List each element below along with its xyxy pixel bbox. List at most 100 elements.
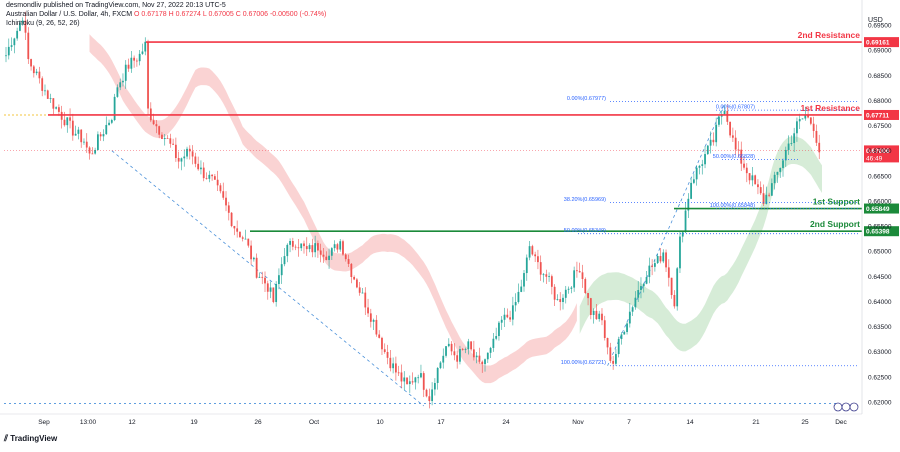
candle-body [166,138,169,139]
candle-body [177,158,180,162]
candle-body [208,174,211,179]
y-tick-label: 0.62000 [868,399,892,406]
candle-body [667,267,670,278]
candle-body [531,246,534,255]
candle-body [812,123,815,131]
current-price-countdown: 46:49 [866,155,883,162]
candle-body [654,263,656,267]
candle-body [520,286,523,292]
candle-body [392,363,395,369]
candle-body [258,276,261,278]
candle-body [779,167,782,172]
candle-body [213,176,216,180]
candle-body [394,363,397,373]
candle-body [534,254,537,257]
candle-body [236,228,239,232]
candle-body [339,241,342,250]
candle-body [495,336,498,339]
candle-body [765,194,768,204]
candle-body [205,178,208,179]
candle-body [300,243,303,249]
candle-body [63,119,66,126]
candle-body [670,277,673,296]
candle-body [498,322,500,337]
candle-body [511,305,514,320]
price-tag: 0.67711 [866,112,890,119]
candle-body [66,117,69,126]
candle-body [286,244,289,257]
candle-body [250,245,252,260]
candle-body [631,307,634,312]
candle-body [200,167,202,170]
candle-body [762,193,765,204]
x-tick-label: Dec [835,419,847,426]
candle-body [308,245,311,250]
candle-body [364,292,367,308]
candle-body [425,389,428,397]
candle-body [342,241,344,255]
x-tick-label: 17 [437,419,445,426]
x-tick-label: Oct [309,419,319,426]
candle-body [782,160,784,168]
candle-body [58,107,60,112]
candle-body [108,122,110,125]
fib-level-label: 50.00%(0.65349) [564,228,606,234]
candle-body [233,226,236,229]
candle-body [659,256,662,262]
candle-body [294,246,297,248]
candle-body [330,248,333,256]
candle-body [598,313,601,320]
candle-body [628,311,631,324]
candle-body [642,283,645,287]
candle-body [297,247,300,249]
candle-body [420,373,422,378]
fib-level-label: 38.20%(0.65969) [564,197,606,203]
candle-body [319,250,322,255]
candle-body [10,45,13,47]
candle-body [606,337,609,348]
candle-body [470,341,472,350]
candle-body [523,273,525,287]
candle-body [528,246,531,258]
x-tick-label: 12 [128,419,136,426]
candle-body [587,293,589,299]
x-tick-label: 21 [752,419,760,426]
level-label: 1st Resistance [800,103,860,113]
candle-body [46,90,49,99]
candle-body [679,236,681,269]
candle-body [684,210,687,233]
candle-body [280,264,283,276]
candle-body [322,254,325,257]
candle-body [592,310,595,315]
candle-body [464,349,467,351]
candle-body [110,120,113,123]
candle-body [24,20,27,33]
candle-body [567,288,570,290]
candle-body [152,120,155,125]
candle-body [428,396,431,402]
candle-body [709,139,712,146]
candle-body [517,291,520,302]
candle-body [38,71,41,79]
candle-body [127,64,130,69]
candle-body [5,55,7,57]
candle-body [578,271,581,273]
level-label: 2nd Support [810,219,860,229]
current-price-tag: 0.67006 [866,148,890,155]
candle-body [514,301,517,306]
candle-body [809,117,812,124]
candle-body [191,151,194,157]
x-tick-label: 24 [502,419,510,426]
candle-body [431,389,434,402]
price-tag: 0.65849 [866,206,890,213]
candle-body [447,343,450,347]
candle-body [30,59,32,67]
candle-body [734,137,737,150]
level-label: 2nd Resistance [798,30,861,40]
candle-body [748,173,751,181]
candle-body [88,147,91,154]
candle-body [784,149,787,161]
x-tick-label: 26 [254,419,262,426]
